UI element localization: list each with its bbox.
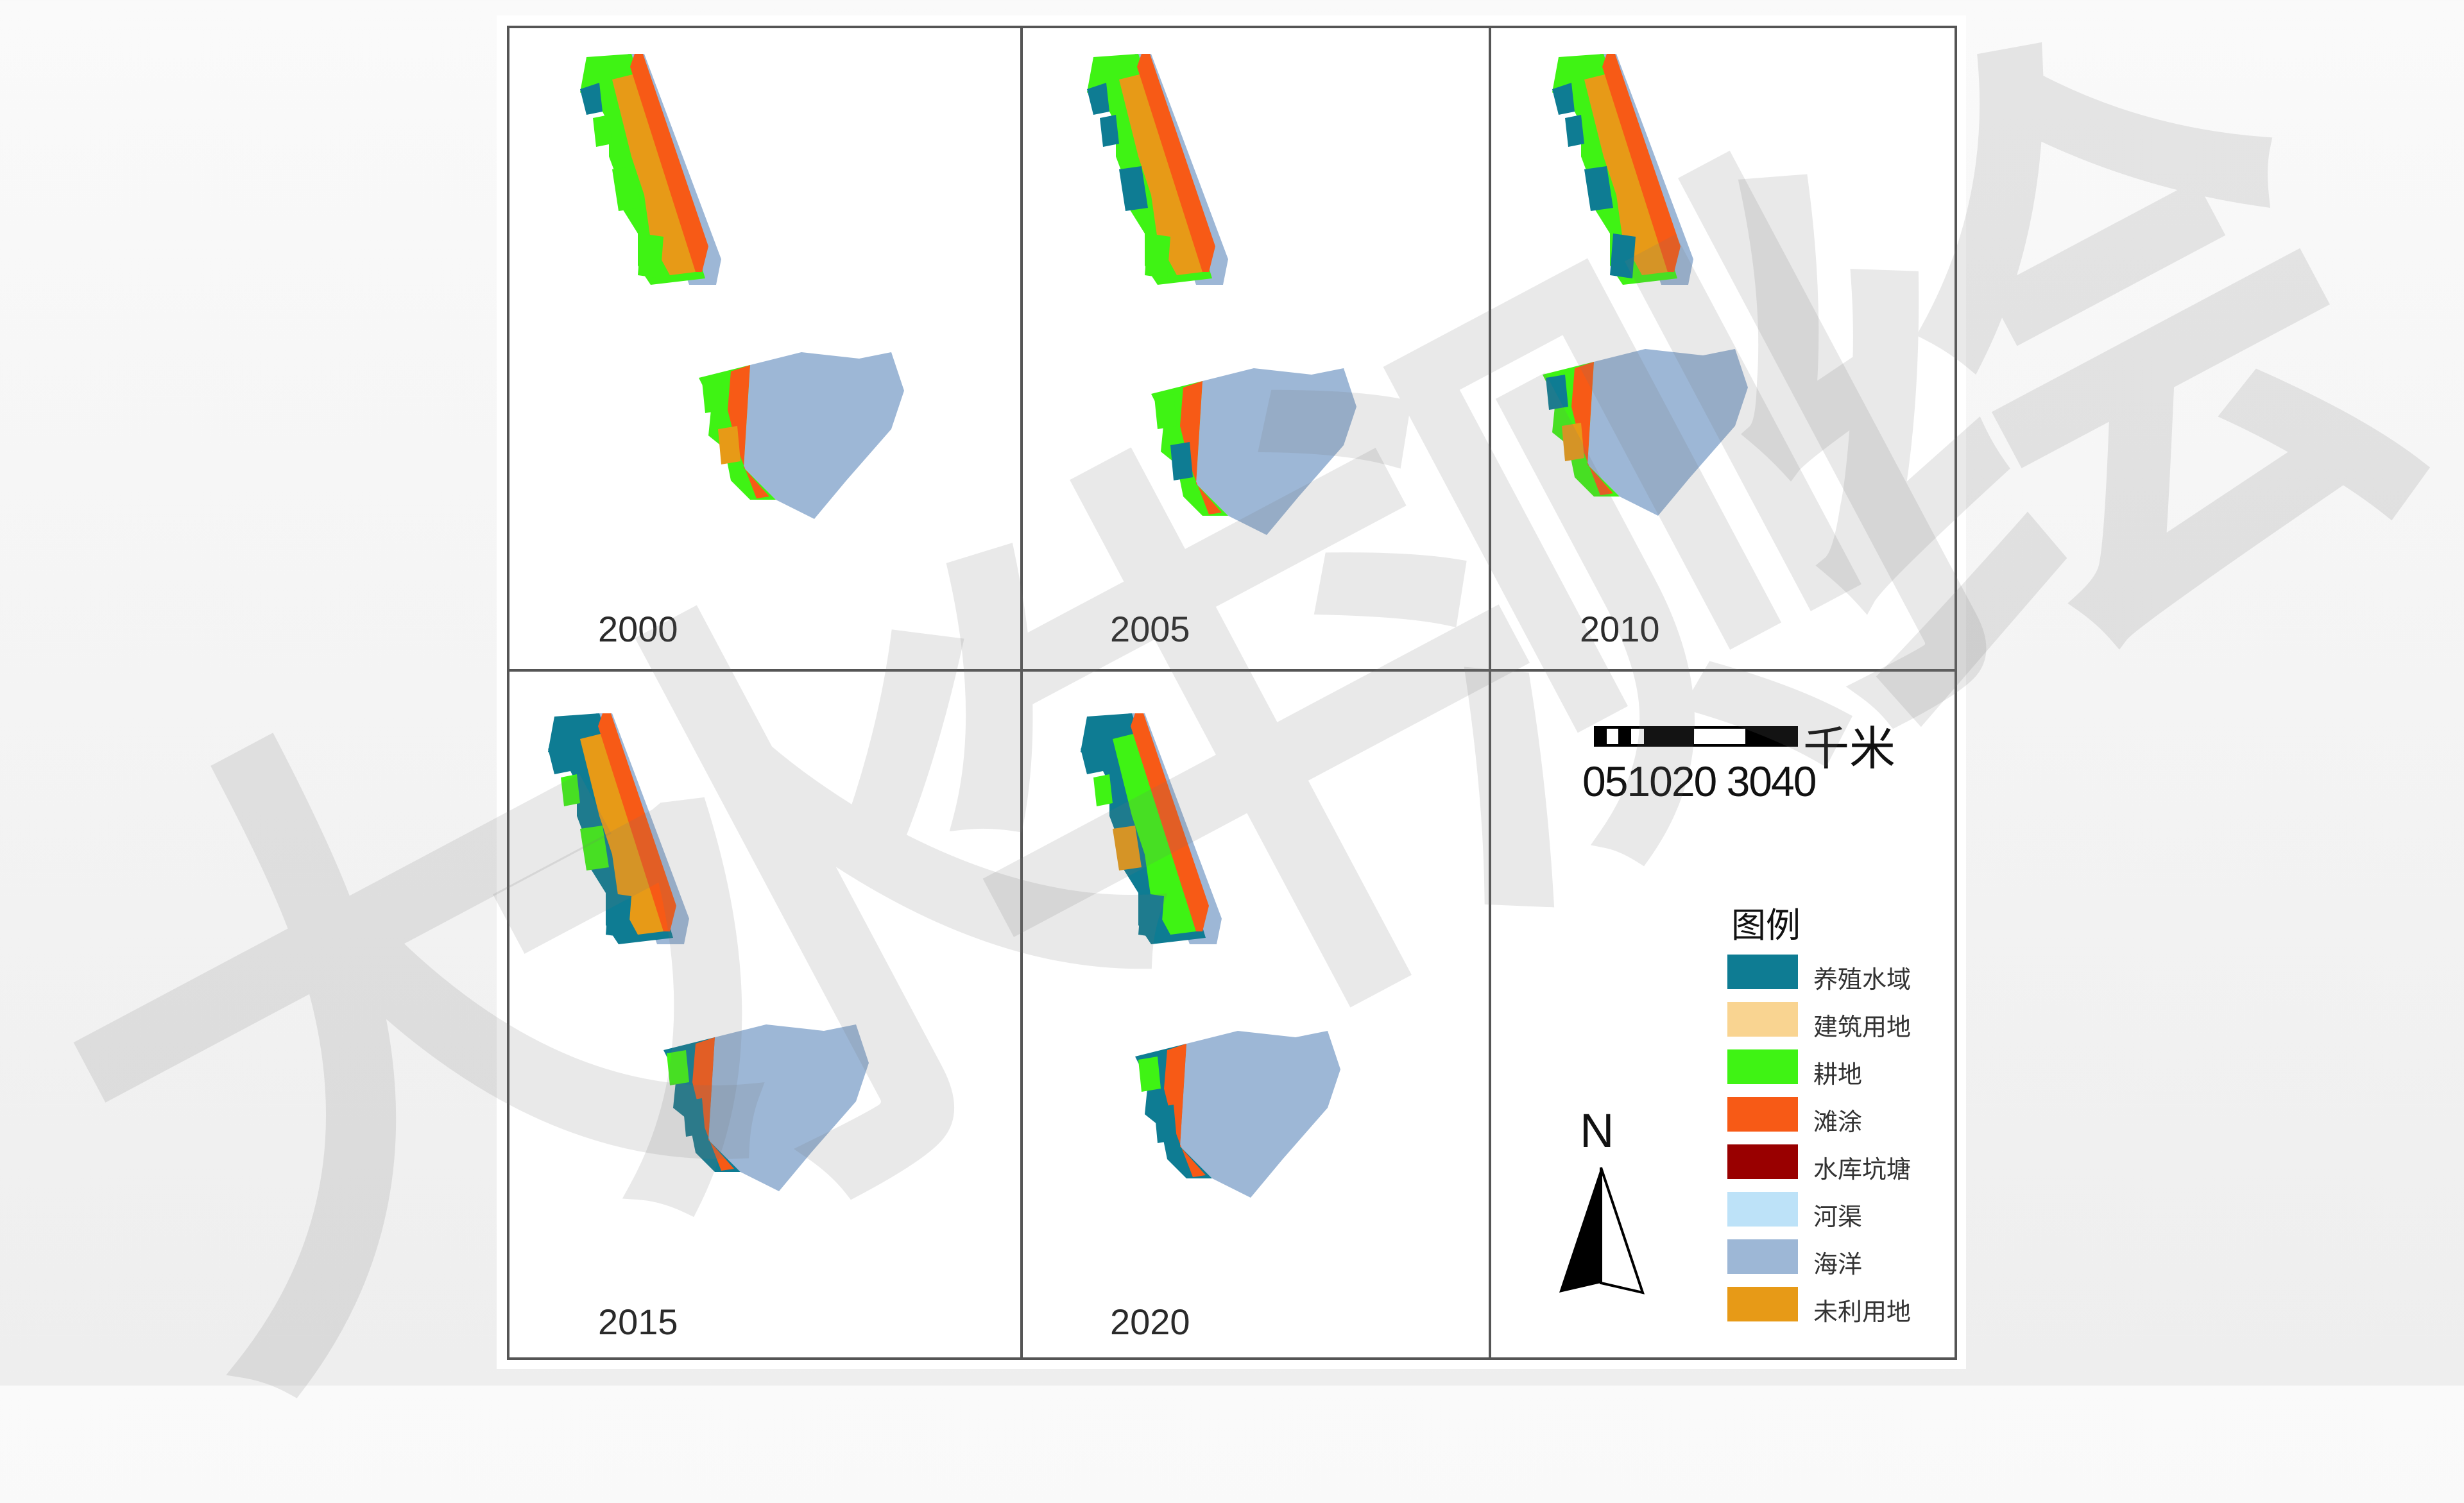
land-parcel xyxy=(612,166,641,211)
grid-divider-v1 xyxy=(1020,26,1023,1360)
year-label-2000: 2000 xyxy=(598,609,678,649)
legend-label: 河渠 xyxy=(1813,1203,1863,1231)
legend-swatch xyxy=(1727,1192,1798,1227)
land-parcel xyxy=(561,774,580,806)
land-use-map xyxy=(1081,713,1340,1198)
land-parcel xyxy=(1081,742,1103,774)
land-parcel xyxy=(1584,166,1613,211)
land-parcel xyxy=(638,234,663,278)
land-parcel xyxy=(580,83,603,115)
land-parcel xyxy=(580,826,609,870)
land-parcel xyxy=(667,1050,689,1085)
legend-swatch xyxy=(1727,1144,1798,1179)
sea-area xyxy=(708,1024,869,1191)
land-parcel xyxy=(1154,1105,1177,1143)
scale-bar xyxy=(1594,726,1798,747)
land-parcel xyxy=(1562,423,1584,461)
legend-label: 滩涂 xyxy=(1813,1108,1863,1136)
legend-swatch xyxy=(1727,955,1798,989)
land-parcel xyxy=(606,893,631,938)
land-parcel xyxy=(580,733,663,935)
land-parcel xyxy=(1138,893,1164,938)
land-parcel xyxy=(718,426,740,464)
coast-strip xyxy=(598,713,676,931)
land-parcel xyxy=(1610,234,1636,278)
map-panel-2010 xyxy=(1491,28,1955,669)
map-panel-2020 xyxy=(1023,672,1489,1357)
land-parcel xyxy=(1100,115,1119,147)
year-label-2015: 2015 xyxy=(598,1302,678,1342)
land-parcel xyxy=(1154,394,1177,429)
legend-label: 养殖水域 xyxy=(1813,965,1912,994)
legend-label: 建筑用地 xyxy=(1813,1013,1912,1041)
map-panel-2000 xyxy=(509,28,1020,669)
land-use-map xyxy=(580,54,904,519)
year-label-2005: 2005 xyxy=(1110,609,1190,649)
legend-swatch xyxy=(1727,1002,1798,1037)
sea-area xyxy=(1180,1031,1340,1198)
land-parcel xyxy=(1119,73,1202,275)
scale-unit-label: 千米 xyxy=(1803,722,1896,776)
land-use-map xyxy=(548,713,869,1191)
scale-tick-labels: 051020 3040 xyxy=(1582,758,1817,805)
legend-label: 未利用地 xyxy=(1813,1298,1912,1326)
grid-divider-v2 xyxy=(1489,26,1491,1360)
map-panel-2015 xyxy=(509,672,1020,1357)
legend-swatch xyxy=(1727,1287,1798,1321)
coast-strip xyxy=(1571,362,1613,495)
legend-label: 海洋 xyxy=(1813,1250,1863,1278)
grid-divider-h xyxy=(507,669,1957,672)
land-parcel xyxy=(1087,83,1109,115)
land-parcel xyxy=(1113,826,1142,870)
land-parcel xyxy=(548,742,570,774)
legend-swatch xyxy=(1727,1239,1798,1274)
legend-swatch xyxy=(1727,1097,1798,1132)
year-label-2010: 2010 xyxy=(1580,609,1660,649)
land-parcel xyxy=(1113,733,1196,935)
land-parcel xyxy=(1138,1057,1161,1092)
land-parcel xyxy=(1093,774,1113,806)
legend-label: 耕地 xyxy=(1813,1060,1863,1089)
legend-label: 水库坑塘 xyxy=(1813,1155,1912,1184)
coast-strip xyxy=(1602,54,1681,272)
sea-area xyxy=(744,352,904,519)
land-parcel xyxy=(702,378,724,413)
coast-strip xyxy=(1131,713,1209,931)
coast-strip xyxy=(1137,54,1215,272)
coast-strip xyxy=(1164,1044,1206,1177)
land-parcel xyxy=(1546,375,1568,410)
map-panel-2005 xyxy=(1023,28,1489,669)
land-parcel xyxy=(1552,83,1575,115)
sea-area xyxy=(1196,368,1356,535)
land-parcel xyxy=(683,1098,705,1137)
land-parcel xyxy=(612,73,696,275)
land-parcel xyxy=(1119,166,1148,211)
land-parcel xyxy=(1145,234,1170,278)
coast-strip xyxy=(728,365,769,498)
coast-strip xyxy=(692,1037,734,1171)
land-use-map xyxy=(1543,54,1748,516)
land-parcel xyxy=(593,115,612,147)
legend-swatch xyxy=(1727,1049,1798,1084)
coast-strip xyxy=(630,54,708,272)
legend-title: 图例 xyxy=(1731,905,1801,946)
land-parcel xyxy=(1170,442,1193,480)
north-arrow-icon xyxy=(1559,1167,1645,1295)
coast-strip xyxy=(1180,381,1222,514)
map-frame xyxy=(507,26,1957,1360)
land-use-map xyxy=(1087,54,1356,535)
land-parcel xyxy=(1584,73,1668,275)
year-label-2020: 2020 xyxy=(1110,1302,1190,1342)
sea-area xyxy=(1587,349,1748,516)
north-label: N xyxy=(1580,1104,1614,1157)
land-parcel xyxy=(1565,115,1584,147)
